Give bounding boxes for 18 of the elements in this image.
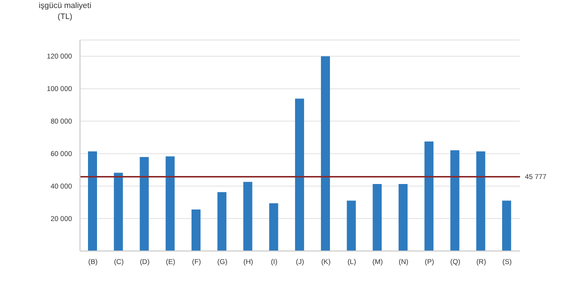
bar xyxy=(166,156,175,251)
bar xyxy=(114,172,123,251)
bar xyxy=(140,157,149,251)
bar xyxy=(372,184,382,251)
bar xyxy=(346,200,356,251)
bar xyxy=(320,56,330,251)
bar xyxy=(243,182,252,251)
bar xyxy=(398,184,408,251)
y-axis-title: işgücü maliyeti (TL) xyxy=(38,0,92,22)
bar xyxy=(450,150,460,251)
bar xyxy=(476,151,486,251)
bar xyxy=(295,98,304,251)
bar xyxy=(424,141,434,251)
bar xyxy=(502,200,512,251)
bar xyxy=(217,192,226,251)
bar xyxy=(88,151,97,251)
bar xyxy=(269,203,278,251)
bar xyxy=(192,209,201,251)
